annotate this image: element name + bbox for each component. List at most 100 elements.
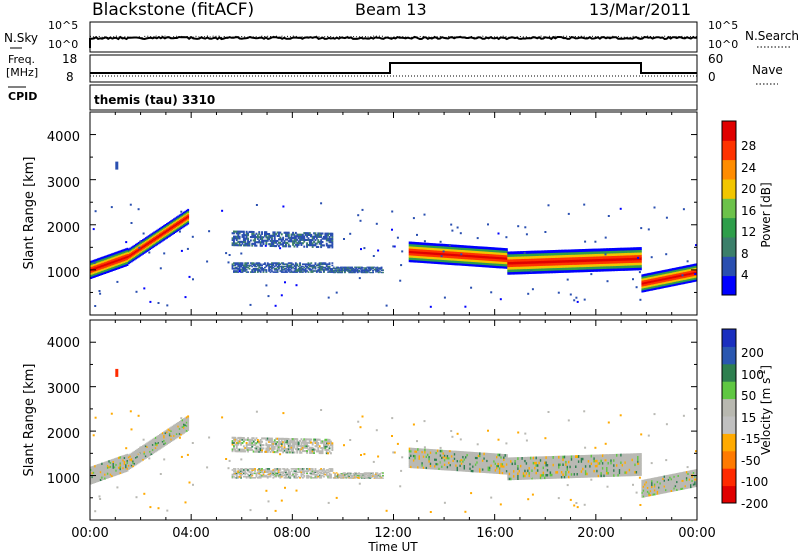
echo-cell (504, 259, 507, 262)
echo-cell (242, 469, 245, 471)
echo-cell (328, 262, 331, 264)
echo-cell (276, 266, 279, 269)
echo-cell (469, 252, 472, 255)
echo-cell (306, 468, 308, 470)
echo-cell (266, 445, 269, 448)
echo-cell (303, 245, 306, 248)
echo-cell (132, 451, 135, 454)
echo-cell (606, 253, 608, 257)
echo-cell (285, 263, 287, 265)
echo-cell (652, 278, 655, 281)
echo-cell (254, 468, 256, 470)
echo-cell (536, 258, 539, 262)
echo-cell (247, 241, 249, 244)
echo-cell (104, 463, 106, 466)
echo-cell (327, 239, 330, 242)
echo-cell (328, 263, 331, 265)
echo-cell (432, 252, 435, 255)
echo-cell (289, 269, 292, 271)
echo-cell (187, 208, 190, 211)
echo-cell (294, 269, 297, 271)
echo-cell (463, 258, 466, 262)
echo-cell (331, 246, 334, 249)
echo-cell (323, 263, 325, 265)
echo-cell (553, 252, 556, 256)
echo-cell (237, 268, 240, 270)
echo-cell (672, 276, 674, 279)
echo-cell (419, 246, 422, 250)
echo-cell (674, 269, 677, 272)
echo-cell (592, 266, 594, 270)
echo-cell (301, 238, 304, 241)
echo-cell (360, 266, 363, 268)
echo-cell (127, 262, 130, 265)
echo-cell (251, 437, 254, 440)
echo-cell (301, 242, 304, 245)
echo-cell (621, 265, 624, 269)
echo-cell (425, 242, 428, 246)
echo-cell (130, 466, 133, 469)
echo-cell (146, 444, 149, 447)
echo-cell (241, 242, 244, 245)
echo-cell (231, 450, 234, 453)
echo-cell (625, 247, 628, 251)
echo-cell (244, 269, 247, 271)
echo-cell (94, 269, 97, 272)
echo-cell (631, 257, 634, 261)
echo-cell (518, 263, 521, 267)
echo-cell (139, 460, 142, 463)
echo-cell (166, 223, 168, 226)
echo-cell (330, 237, 332, 240)
echo-cell (544, 257, 546, 261)
echo-cell (171, 221, 174, 224)
echo-cell (599, 248, 601, 252)
echo-cell (325, 474, 328, 477)
echo-cell (642, 283, 645, 287)
echo-cell (273, 472, 276, 475)
echo-cell (625, 255, 628, 259)
echo-cell (244, 264, 247, 267)
echo-cell (241, 437, 244, 440)
echo-cell (266, 238, 269, 241)
echo-cell (173, 426, 175, 429)
scatter-echo (320, 202, 323, 205)
echo-cell (233, 270, 235, 272)
echo-cell (142, 453, 144, 456)
echo-cell (233, 475, 235, 478)
echo-cell (271, 439, 273, 442)
scatter-echo (576, 300, 579, 303)
echo-cell (99, 261, 102, 264)
echo-cell (616, 265, 618, 269)
echo-cell (665, 283, 667, 286)
echo-cell (514, 258, 517, 262)
echo-cell (443, 243, 446, 247)
echo-cell (590, 253, 593, 257)
echo-cell (653, 283, 656, 287)
echo-cell (325, 268, 328, 270)
echo-cell (320, 232, 323, 235)
echo-cell (666, 285, 669, 288)
echo-cell (300, 242, 303, 245)
echo-cell (174, 423, 177, 426)
echo-cell (414, 257, 417, 261)
echo-cell (177, 218, 180, 221)
echo-cell (231, 232, 234, 235)
echo-cell (137, 250, 140, 253)
echo-cell (151, 452, 154, 455)
echo-cell (513, 264, 515, 267)
echo-cell (638, 259, 641, 263)
echo-cell (287, 270, 290, 272)
scatter-echo (401, 250, 404, 253)
echo-cell (486, 253, 489, 257)
echo-cell (245, 443, 248, 446)
echo-cell (119, 467, 122, 471)
echo-cell (617, 252, 620, 256)
echo-cell (286, 263, 289, 265)
echo-cell (258, 477, 261, 479)
scatter-echo (640, 227, 643, 230)
echo-cell (173, 429, 175, 432)
echo-cell (272, 231, 275, 234)
echo-cell (498, 265, 501, 269)
echo-cell (262, 473, 265, 476)
echo-cell (658, 280, 660, 284)
